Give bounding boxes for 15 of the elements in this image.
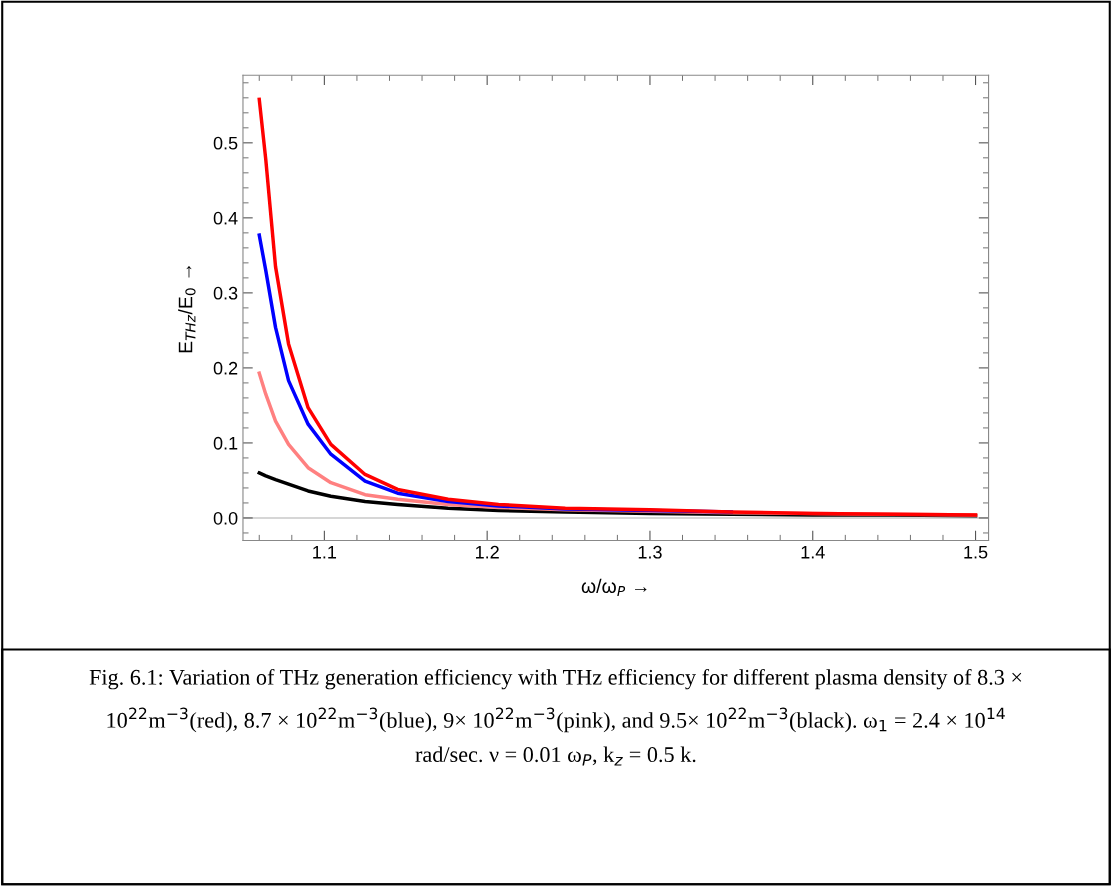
x-axis-title: ω/ω$_{P}$ → (581, 578, 647, 596)
y-tick-label: 0.2 (213, 361, 238, 375)
y-tick-label: 0.4 (213, 211, 238, 225)
y-tick-label: 0.3 (213, 286, 238, 300)
y-tick-label: 0.5 (213, 136, 238, 150)
x-tick-label: 1.1 (313, 545, 337, 559)
y-tick-label: 0.0 (213, 511, 238, 525)
x-tick-label: 1.5 (964, 545, 988, 559)
text: Fig. 6.1: Variation of THz generation efficiency with THz efficiency for different plasma density of 8.3 × 10$^{22}$m$^{−3}$(red), 8.7 × 10$^{22}$m$^{−3}$(blue), 9× 10$^{22}$m$^{−3}$(pink), and 9.5× 10$^{22}$m$^{−3}$(black). ω$_{1}$ = 2.4 × 10$^{14}$ rad/sec. ν = 0.01 ω$_{P}$, k$_{z}$ = 0.5 k. (89, 668, 1022, 766)
line-series (257, 97, 978, 517)
x-tick-label: 1.3 (638, 545, 662, 559)
x-tick-label: 1.2 (475, 545, 499, 559)
x-tick-label: 1.4 (801, 545, 825, 559)
y-axis-title: E$_{THz}$/E$_{0}$ → (178, 265, 196, 353)
y-tick-label: 0.1 (213, 436, 238, 450)
